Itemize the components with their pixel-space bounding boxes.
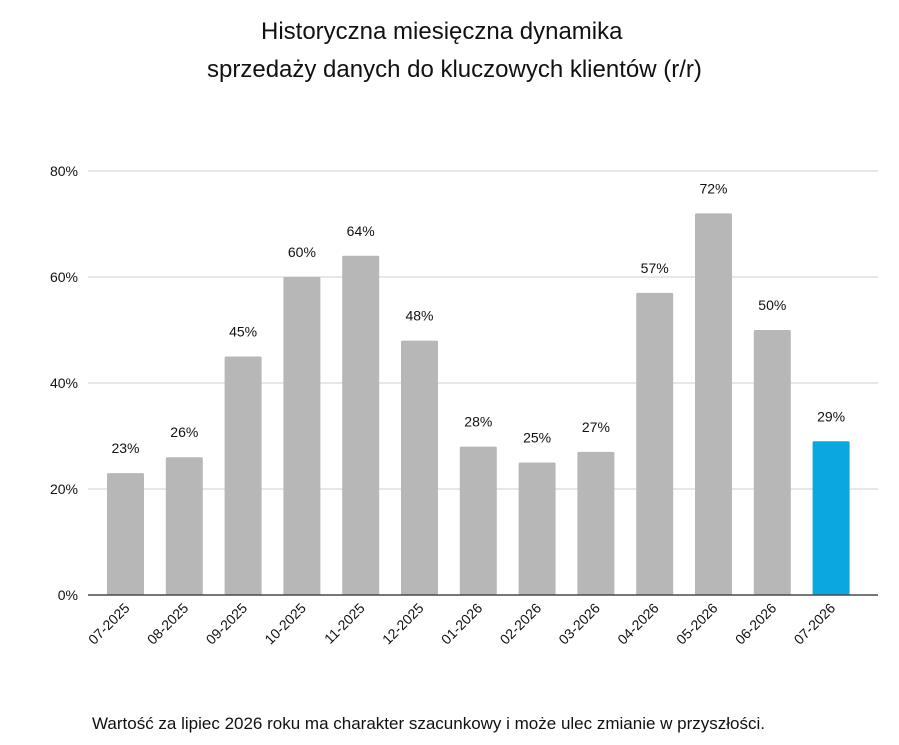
data-label: 72% (699, 180, 727, 196)
bar (695, 213, 732, 595)
bar (753, 330, 791, 595)
chart-title-line-1: Historyczna miesięczna dynamika (261, 18, 623, 45)
y-tick-label: 0% (58, 587, 78, 603)
bar (577, 451, 615, 595)
bar (224, 356, 262, 595)
x-tick-label: 01-2026 (438, 600, 486, 648)
x-tick-label: 11-2025 (321, 600, 368, 647)
data-label: 50% (758, 297, 786, 313)
x-tick-label: 06-2026 (732, 600, 780, 648)
y-tick-label: 80% (50, 163, 78, 179)
data-label: 28% (464, 414, 492, 430)
bar (812, 441, 850, 595)
bar (107, 473, 144, 595)
x-tick-label: 12-2025 (379, 600, 427, 648)
bar (636, 292, 674, 595)
x-tick-label: 04-2026 (614, 600, 662, 648)
footnote: Wartość za lipiec 2026 roku ma charakter… (92, 714, 766, 733)
y-tick-label: 60% (50, 269, 78, 285)
x-tick-label: 05-2026 (673, 600, 721, 648)
x-tick-label: 02-2026 (497, 600, 545, 648)
x-tick-label: 07-2026 (791, 600, 839, 648)
bar (459, 446, 497, 595)
data-label: 25% (523, 430, 551, 446)
y-tick-label: 40% (50, 375, 78, 391)
data-label: 29% (817, 408, 845, 424)
bar (518, 462, 556, 595)
bar (165, 457, 203, 595)
x-tick-label: 08-2025 (144, 600, 192, 648)
chart-title-line-2: sprzedaży danych do kluczowych klientów … (207, 56, 702, 83)
bar (401, 340, 438, 595)
x-tick-label: 07-2025 (85, 600, 133, 648)
data-label: 57% (641, 260, 669, 276)
x-tick-label: 09-2025 (203, 600, 251, 648)
data-label: 48% (405, 308, 433, 324)
x-tick-label: 10-2025 (261, 600, 309, 648)
data-label: 60% (288, 244, 316, 260)
bar (342, 255, 380, 596)
data-label: 27% (582, 419, 610, 435)
data-label: 23% (111, 440, 139, 456)
bar (283, 277, 321, 595)
data-label: 64% (347, 223, 375, 239)
x-tick-label: 03-2026 (555, 600, 603, 648)
data-label: 45% (229, 324, 257, 340)
data-label: 26% (170, 424, 198, 440)
y-tick-label: 20% (50, 481, 78, 497)
